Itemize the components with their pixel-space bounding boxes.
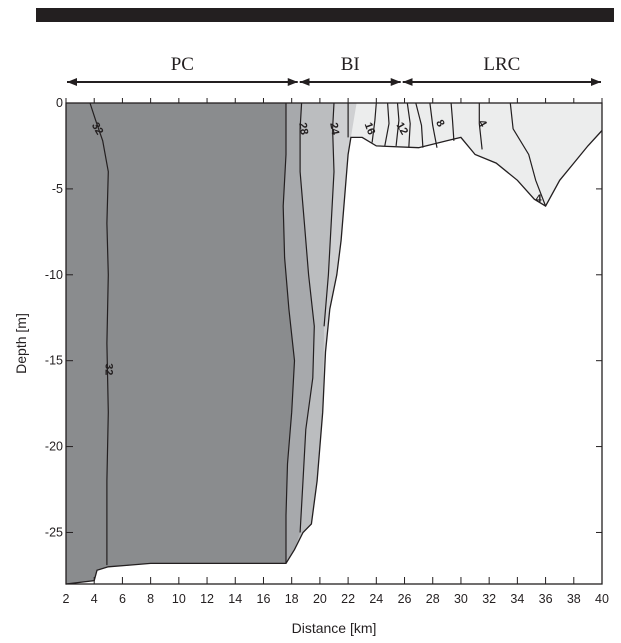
contour-label: 32	[102, 363, 114, 375]
contour-label: 4	[535, 193, 542, 205]
region-label: LRC	[483, 54, 520, 75]
x-tick-label: 16	[257, 592, 271, 606]
x-tick-label: 26	[398, 592, 412, 606]
x-tick-label: 22	[341, 592, 355, 606]
y-tick-label: -10	[45, 268, 63, 282]
contour-line	[415, 102, 424, 148]
x-tick-label: 14	[228, 592, 242, 606]
y-tick-label: -25	[45, 525, 63, 539]
x-tick-label: 38	[567, 592, 581, 606]
x-tick-label: 28	[426, 592, 440, 606]
contour-line	[384, 102, 390, 147]
x-tick-label: 24	[369, 592, 383, 606]
contour-label: 28	[296, 122, 310, 136]
x-tick-label: 30	[454, 592, 468, 606]
region-label: BI	[341, 54, 360, 75]
contour-label: 24	[327, 122, 341, 137]
x-tick-label: 6	[119, 592, 126, 606]
contour-line	[89, 102, 109, 566]
x-tick-label: 32	[482, 592, 496, 606]
x-tick-label: 20	[313, 592, 327, 606]
contour-line	[478, 103, 483, 150]
x-tick-label: 4	[91, 592, 98, 606]
x-tick-label: 36	[539, 592, 553, 606]
contour-line	[509, 102, 547, 207]
salinity-band-above-32	[66, 103, 295, 584]
x-tick-label: 18	[285, 592, 299, 606]
contour-line	[395, 102, 400, 146]
y-tick-label: -5	[52, 182, 63, 196]
seabed-outline	[65, 130, 603, 585]
region-label: PC	[171, 54, 194, 75]
y-tick-label: -15	[45, 354, 63, 368]
contour-line	[406, 102, 411, 148]
x-tick-label: 2	[63, 592, 70, 606]
x-tick-label: 40	[595, 592, 609, 606]
top-black-band	[36, 8, 614, 22]
y-axis-title: Depth [m]	[13, 313, 29, 374]
contour-label: 8	[433, 118, 446, 129]
contour-line	[299, 102, 315, 533]
x-tick-label: 10	[172, 592, 186, 606]
contour-line	[323, 102, 335, 327]
contour-line	[429, 102, 438, 148]
contour-label: 12	[394, 120, 411, 137]
contour-label: 32	[89, 120, 106, 137]
contour-line	[371, 102, 377, 143]
x-tick-label: 12	[200, 592, 214, 606]
x-tick-label: 8	[147, 592, 154, 606]
contour-label: 16	[362, 121, 377, 137]
x-tick-label: 34	[510, 592, 524, 606]
contour-line	[282, 103, 296, 564]
contour-line	[450, 102, 455, 141]
x-axis-title: Distance [km]	[292, 620, 377, 636]
y-tick-label: -20	[45, 440, 63, 454]
plot-frame	[65, 102, 603, 585]
y-tick-label: 0	[56, 96, 63, 110]
